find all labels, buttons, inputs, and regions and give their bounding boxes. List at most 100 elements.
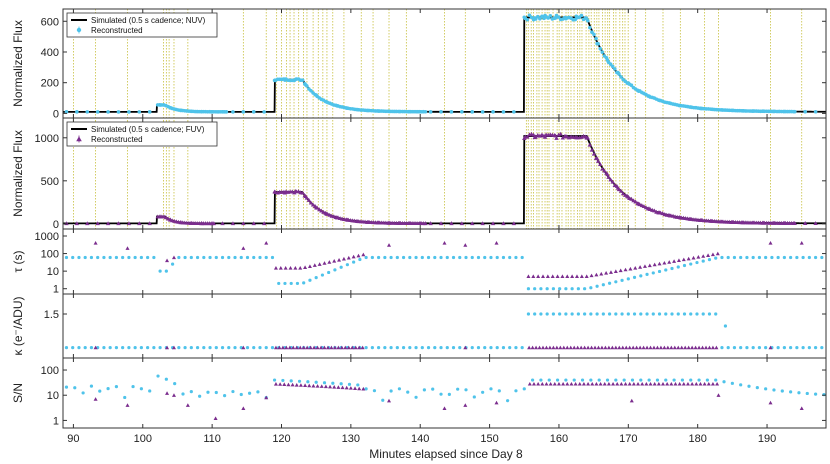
tau-fuv-point <box>589 273 594 278</box>
fuv-flux-legend-sim-label: Simulated (0.5 s cadence; FUV) <box>91 125 205 134</box>
tau-fuv-point <box>647 263 652 268</box>
snr-fuv-point <box>640 381 645 386</box>
kappa-fuv-point <box>284 345 289 350</box>
snr-fuv-point <box>656 381 661 386</box>
fuv-flux-reconstructed-point <box>606 174 611 179</box>
x-axis: 90 100 110 120 130 140 150 160 170 180 190 <box>67 433 776 445</box>
tau-nuv-point <box>558 287 562 291</box>
snr-nuv-point <box>522 387 526 391</box>
snr-nuv-point <box>764 387 768 391</box>
nuv-flux-reconstructed-point <box>75 110 79 114</box>
kappa-nuv-point <box>651 312 655 316</box>
tau-nuv-point <box>83 255 87 260</box>
tau-nuv-point <box>782 255 786 260</box>
nuv-flux-reconstructed-point <box>548 14 553 18</box>
kappa-nuv-point <box>533 312 537 316</box>
fuv-flux-reconstructed-point <box>511 221 517 226</box>
kappa-fuv-point <box>582 345 587 350</box>
kappa-nuv-point <box>564 312 568 316</box>
snr-fuv-point <box>387 398 392 403</box>
x-axis-label: Minutes elapsed since Day 8 <box>369 447 523 461</box>
tau-nuv-point <box>252 255 256 260</box>
tau-nuv-point <box>195 255 200 260</box>
snr-nuv-point <box>714 378 718 382</box>
snr-fuv-point <box>556 381 561 386</box>
nuv-flux-reconstructed-point <box>85 110 90 114</box>
fuv-flux-reconstructed-point <box>560 135 565 140</box>
kappa-nuv-point <box>414 346 418 350</box>
x-tick-label: 180 <box>688 433 706 445</box>
nuv-flux-legend-rec-label: Reconstructed <box>91 26 143 35</box>
fuv-flux-reconstructed-point <box>537 133 543 138</box>
snr-nuv-point <box>456 387 460 391</box>
snr-nuv-point <box>364 387 368 391</box>
tau-nuv-point <box>720 255 724 260</box>
kappa-fuv-point <box>593 345 598 350</box>
nuv-flux-reconstructed-point <box>612 67 617 71</box>
snr-nuv-point <box>572 378 576 382</box>
tau-fuv-point <box>642 264 647 268</box>
kappa-fuv-point <box>530 345 535 350</box>
kappa-fuv-point <box>273 345 278 350</box>
snr-fuv-point <box>357 386 362 391</box>
kappa-nuv-point <box>64 346 69 350</box>
tau-fuv-point <box>322 261 327 265</box>
snr-nuv-point <box>622 378 626 382</box>
nuv-flux-reconstructed-point <box>439 110 443 114</box>
kappa-fuv-point <box>589 345 594 350</box>
snr-fuv-point <box>273 382 278 386</box>
kappa-fuv-point <box>645 345 650 350</box>
kappa-fuv-point <box>554 345 559 350</box>
fuv-flux-ytick-label: 1000 <box>35 133 59 145</box>
tau-fuv-point <box>327 260 332 264</box>
snr-fuv-point <box>241 406 246 410</box>
nuv-flux-reconstructed-point <box>137 110 142 114</box>
tau-fuv-point <box>283 266 288 270</box>
tau-fuv-point <box>706 253 711 257</box>
fuv-flux-reconstructed-point <box>608 177 613 182</box>
tau-nuv-point <box>414 255 418 260</box>
tau-fuv-point <box>278 266 283 270</box>
fuv-flux-reconstructed-point <box>251 221 256 226</box>
snr-nuv-point <box>755 385 759 390</box>
tau-nuv-point <box>508 255 512 260</box>
tau-nuv-point <box>732 255 737 260</box>
kappa-fuv-point <box>93 345 98 350</box>
snr-nuv-point <box>705 378 709 382</box>
kappa-fuv-point <box>305 345 310 350</box>
tau-nuv-point <box>89 255 94 260</box>
tau-nuv-point <box>614 280 618 284</box>
kappa-fuv-point <box>561 345 566 350</box>
snr-nuv-point <box>655 378 660 382</box>
fuv-flux-reconstructed-point <box>610 179 615 184</box>
kappa-fuv-point <box>463 345 468 350</box>
kappa-fuv-point <box>277 345 282 350</box>
fuv-flux-reconstructed-point <box>533 134 538 139</box>
tau-nuv-point <box>745 255 749 260</box>
kappa-fuv-point <box>700 345 705 350</box>
kappa-fuv-point <box>768 345 773 350</box>
kappa-nuv-point <box>83 346 87 350</box>
tau-fuv-point <box>337 257 342 262</box>
snr-fuv-point <box>768 400 773 405</box>
tau-fuv-point <box>560 274 565 279</box>
tau-fuv-point <box>303 265 308 270</box>
fuv-flux-ylabel: Normalized Flux <box>11 130 25 217</box>
kappa-nuv-point <box>589 312 593 316</box>
tau-nuv-point <box>152 255 156 260</box>
tau-fuv-point <box>672 259 677 263</box>
tau-nuv-point <box>139 255 143 260</box>
kappa-fuv-point <box>686 345 691 350</box>
kappa-nuv-point <box>576 312 580 316</box>
snr-nuv-point <box>630 378 635 382</box>
fuv-flux-reconstructed-point <box>85 221 90 226</box>
kappa-fuv-point <box>360 345 365 350</box>
snr-fuv-point <box>648 381 653 386</box>
snr-fuv-point <box>315 384 320 388</box>
tau-nuv-point <box>764 255 768 260</box>
snr-fuv-point <box>715 381 720 386</box>
snr-fuv-point <box>303 383 308 388</box>
nuv-flux-reconstructed-point <box>512 110 516 114</box>
kappa-fuv-point <box>568 345 573 350</box>
tau-nuv-point <box>801 255 805 260</box>
